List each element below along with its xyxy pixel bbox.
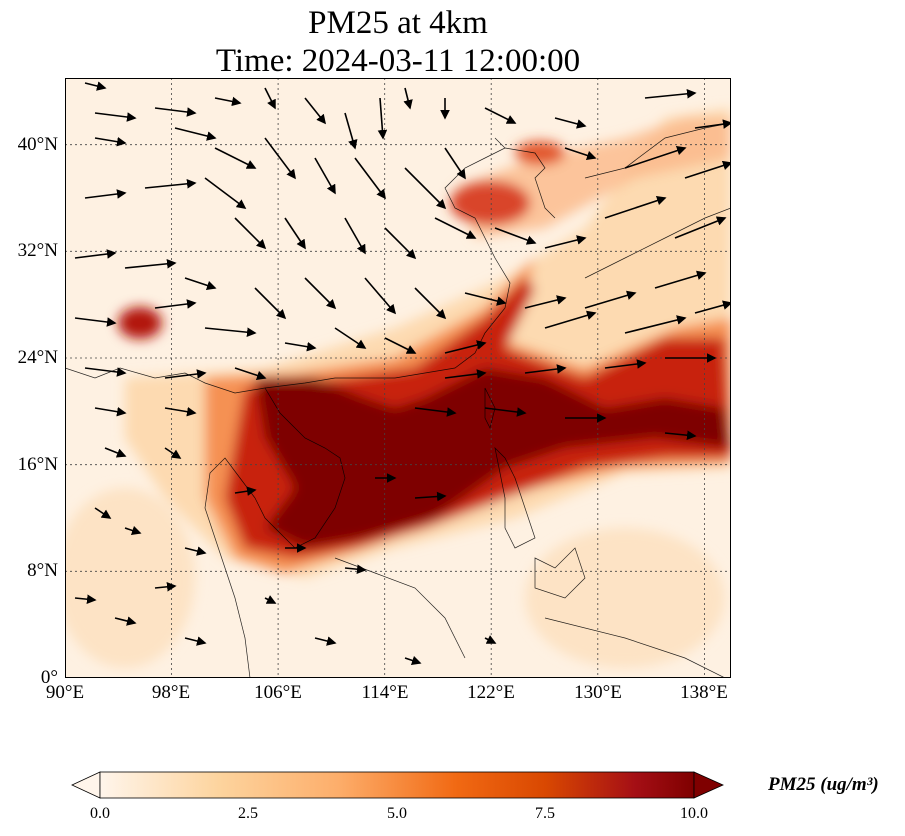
west-haze: [65, 488, 195, 668]
map-frame: [65, 78, 731, 678]
gridlines: [65, 78, 731, 678]
wind-vectors: [74, 81, 731, 666]
lon-tick-label: 122°E: [467, 682, 515, 703]
pm25-map: [65, 78, 731, 678]
colorbar-extend-max: [693, 771, 724, 799]
map-subtitle-time: Time: 2024-03-11 12:00:00: [215, 43, 581, 79]
colorbar-tick-label: 10.0: [680, 805, 708, 822]
lat-tick-label: 32°N: [17, 240, 58, 261]
lat-tick-label: 24°N: [17, 347, 58, 368]
korea-hotspot: [515, 141, 565, 165]
north-china-hotspot: [450, 181, 530, 225]
colorbar-tick-label: 2.5: [238, 805, 258, 822]
tibet-hotspot: [118, 307, 162, 339]
lon-tick-label: 114°E: [361, 682, 409, 703]
map-title: PM25 at 4km: [308, 5, 488, 41]
plume-core: [255, 368, 731, 548]
lat-tick-label: 16°N: [17, 454, 58, 475]
lon-tick-label: 138°E: [680, 682, 728, 703]
colorbar-extend-min: [71, 771, 101, 799]
coastlines: [65, 122, 731, 678]
colorbar: [71, 771, 724, 799]
colorbar-tick-label: 7.5: [535, 805, 555, 822]
lon-tick-label: 130°E: [574, 682, 622, 703]
colorbar-ramp: [99, 771, 695, 799]
lon-tick-label: 106°E: [254, 682, 302, 703]
map-panel: [65, 78, 731, 678]
lat-tick-label: 40°N: [17, 134, 58, 155]
colorbar-tick-label: 0.0: [90, 805, 110, 822]
colorbar-label: PM25 (ug/m³): [768, 774, 879, 795]
colorbar-tick-label: 5.0: [387, 805, 407, 822]
lon-tick-label: 90°E: [45, 682, 85, 703]
south-haze: [525, 528, 725, 668]
pm25-field: [65, 108, 731, 668]
lat-tick-label: 8°N: [27, 560, 58, 581]
lat-tick-label: 0°: [40, 667, 58, 688]
lon-tick-label: 98°E: [151, 682, 191, 703]
